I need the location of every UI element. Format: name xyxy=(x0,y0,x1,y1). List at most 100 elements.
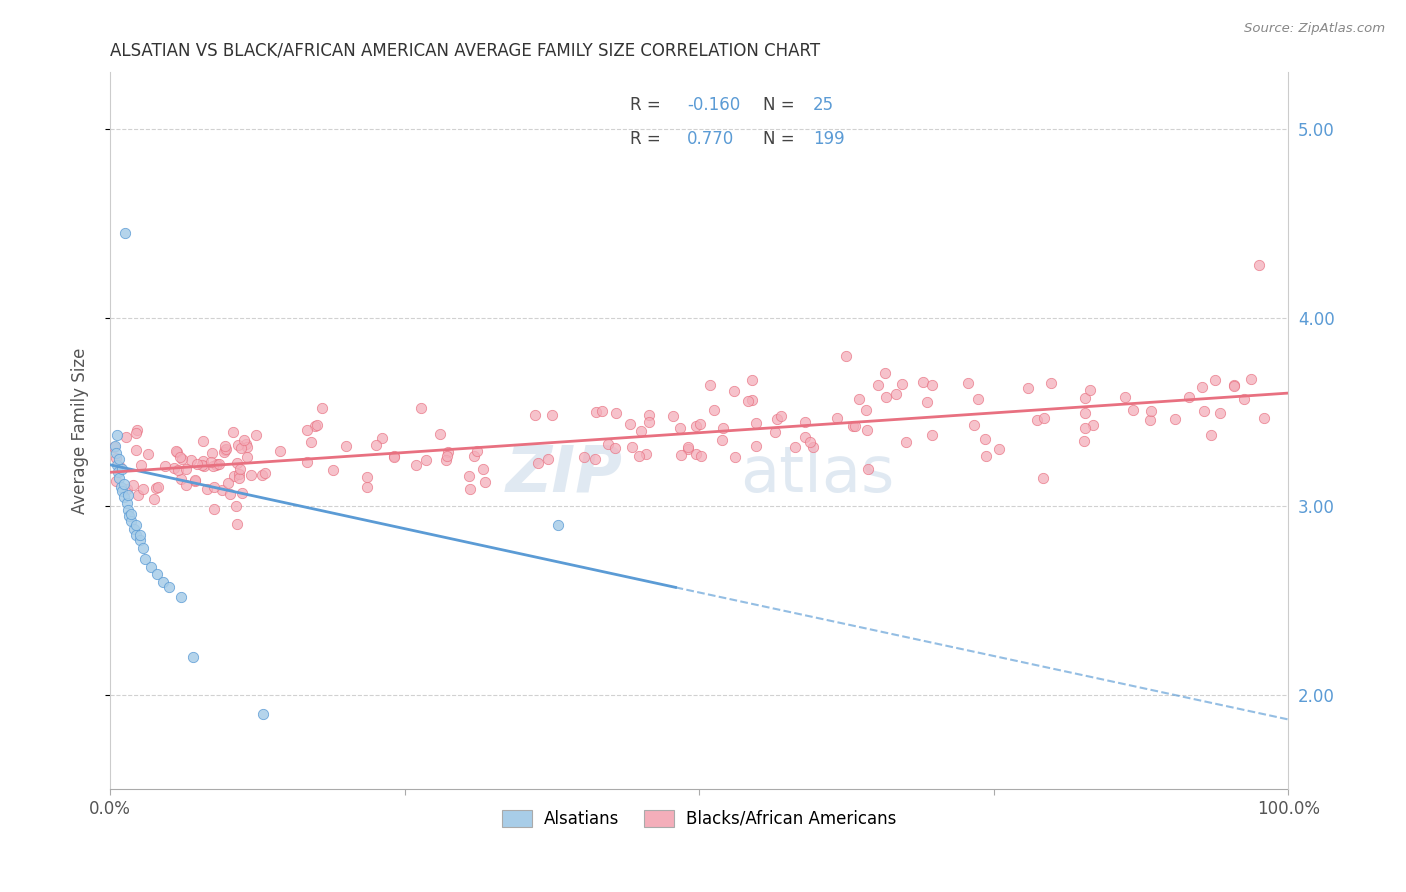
Point xyxy=(801,440,824,454)
Point xyxy=(411,401,433,415)
Point xyxy=(157,581,180,595)
Text: ZIP: ZIP xyxy=(506,442,623,505)
Point xyxy=(145,481,167,495)
Text: R =: R = xyxy=(630,130,672,148)
Point xyxy=(1032,471,1054,485)
Point xyxy=(184,474,207,488)
Text: 25: 25 xyxy=(813,96,834,114)
Text: 0.770: 0.770 xyxy=(686,130,734,148)
Point xyxy=(226,438,249,452)
Point xyxy=(211,483,233,497)
Point xyxy=(1080,383,1102,397)
Point xyxy=(855,402,877,417)
Point xyxy=(104,475,127,489)
Point xyxy=(202,480,225,494)
Point xyxy=(250,467,273,482)
Point xyxy=(875,366,897,380)
Point xyxy=(212,444,235,458)
Point xyxy=(222,425,245,439)
Point xyxy=(122,522,145,536)
Point xyxy=(239,468,262,483)
Point xyxy=(181,650,204,665)
Point xyxy=(636,447,658,461)
Point xyxy=(793,430,815,444)
Point xyxy=(305,418,328,433)
Point xyxy=(166,463,188,477)
Point xyxy=(295,455,318,469)
Point xyxy=(114,226,136,240)
Point xyxy=(174,477,197,491)
Point xyxy=(524,408,547,422)
Point xyxy=(474,475,496,490)
Point xyxy=(202,458,225,473)
Point xyxy=(235,440,257,454)
Point xyxy=(118,508,141,523)
Point xyxy=(170,452,193,467)
Point xyxy=(162,461,184,475)
Point xyxy=(699,378,721,392)
Point xyxy=(793,415,815,429)
Point xyxy=(146,480,169,494)
Point xyxy=(138,447,160,461)
Point xyxy=(685,447,707,461)
Point xyxy=(457,468,479,483)
Point xyxy=(356,470,378,484)
Point xyxy=(434,453,457,467)
Point xyxy=(200,455,222,469)
Point xyxy=(429,426,451,441)
Point xyxy=(723,450,745,464)
Point xyxy=(125,425,148,440)
Point xyxy=(165,443,187,458)
Point xyxy=(676,442,699,456)
Point xyxy=(120,507,142,521)
Text: N =: N = xyxy=(763,130,800,148)
Point xyxy=(231,442,253,456)
Point xyxy=(540,408,562,422)
Point xyxy=(186,457,208,471)
Point xyxy=(299,434,322,449)
Point xyxy=(170,472,193,486)
Point xyxy=(1164,412,1187,426)
Point xyxy=(127,488,149,502)
Point xyxy=(117,488,139,502)
Point xyxy=(115,495,138,509)
Point xyxy=(605,406,627,420)
Point xyxy=(384,450,406,464)
Point xyxy=(744,417,766,431)
Text: N =: N = xyxy=(763,96,800,114)
Point xyxy=(799,435,821,450)
Point xyxy=(465,443,488,458)
Point xyxy=(620,440,643,454)
Point xyxy=(690,449,713,463)
Point xyxy=(225,499,247,513)
Point xyxy=(744,439,766,453)
Point xyxy=(253,466,276,480)
Point xyxy=(304,418,326,433)
Point xyxy=(104,439,127,453)
Point xyxy=(436,449,458,463)
Point xyxy=(661,409,683,423)
Point xyxy=(215,442,238,456)
Point xyxy=(232,433,254,447)
Point xyxy=(190,458,212,473)
Point xyxy=(737,394,759,409)
Point xyxy=(583,451,606,466)
Point xyxy=(222,469,245,483)
Point xyxy=(132,541,155,555)
Text: Source: ZipAtlas.com: Source: ZipAtlas.com xyxy=(1244,22,1385,36)
Point xyxy=(117,503,139,517)
Point xyxy=(1017,381,1039,395)
Point xyxy=(120,514,142,528)
Point xyxy=(193,434,215,448)
Point xyxy=(176,462,198,476)
Point xyxy=(115,482,138,496)
Point xyxy=(110,480,132,494)
Point xyxy=(669,421,692,435)
Point xyxy=(596,437,619,451)
Point xyxy=(107,466,129,480)
Point xyxy=(122,478,145,492)
Point xyxy=(1073,434,1095,448)
Point xyxy=(225,516,247,531)
Point xyxy=(875,390,897,404)
Point xyxy=(741,373,763,387)
